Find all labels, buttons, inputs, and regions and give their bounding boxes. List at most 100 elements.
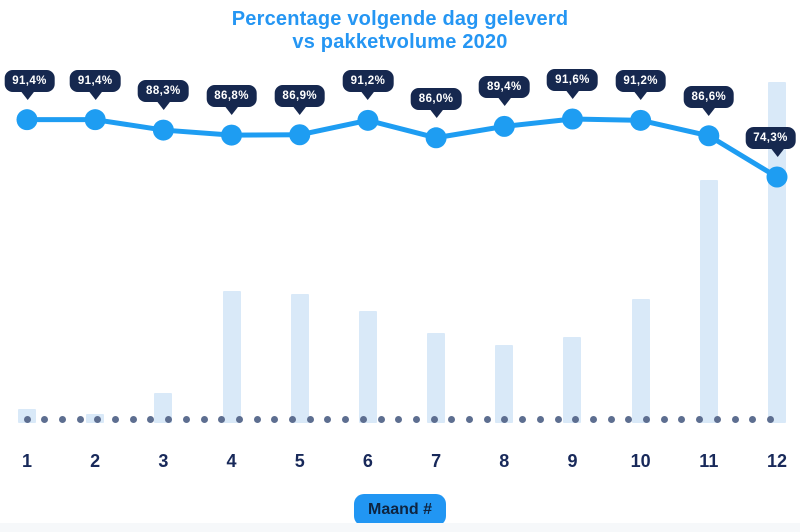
percentage-line <box>24 116 780 180</box>
volume-bar <box>222 291 241 423</box>
x-axis-tick-label: 4 <box>226 451 237 471</box>
volume-bar <box>427 333 446 423</box>
baseline-dot <box>536 415 544 423</box>
baseline-dot <box>41 415 49 423</box>
baseline-dot <box>253 415 261 423</box>
baseline-dot <box>324 415 332 423</box>
baseline-dot <box>589 415 597 423</box>
baseline-dot <box>766 415 774 423</box>
x-axis-title-label: Maand # <box>367 501 433 518</box>
baseline-dot <box>466 415 473 423</box>
data-label-text: 91,4% <box>12 74 47 87</box>
line-point <box>766 166 788 188</box>
baseline-dot <box>182 415 190 423</box>
baseline-dot <box>501 415 509 423</box>
baseline-dot <box>554 415 562 423</box>
data-label-badge: 89,4% <box>478 76 530 107</box>
line-point <box>698 125 720 147</box>
data-label-badge: 86,6% <box>683 85 735 116</box>
baseline-dot <box>342 415 350 423</box>
data-label-badge: 91,4% <box>69 69 121 100</box>
chart-title-line2: vs pakketvolume 2020 <box>292 31 508 53</box>
badge-pointer <box>633 91 648 101</box>
data-label-badge: 74,3% <box>745 127 796 157</box>
baseline-dot <box>430 415 438 423</box>
line-point <box>357 109 379 131</box>
x-axis-tick-label: 6 <box>362 451 373 471</box>
badge-pointer <box>429 108 444 118</box>
baseline-dot <box>165 415 173 423</box>
baseline-dot <box>112 415 119 423</box>
data-label-text: 91,6% <box>555 74 590 86</box>
volume-bar <box>699 180 718 423</box>
volume-bar <box>563 337 582 423</box>
badge-pointer <box>497 97 512 107</box>
baseline-dot <box>359 415 367 423</box>
line-point <box>84 109 106 131</box>
baseline-dot <box>58 415 66 423</box>
baseline-dot <box>749 415 757 423</box>
baseline-dot <box>23 415 31 423</box>
badge-pointer <box>88 90 103 100</box>
baseline-dot <box>448 415 456 423</box>
baseline-dot <box>643 415 650 423</box>
data-label-text: 86,9% <box>282 89 318 102</box>
data-label-badge: 91,4% <box>4 69 55 100</box>
baseline-dot <box>218 415 226 423</box>
x-axis-tick-label: 7 <box>431 451 442 471</box>
data-label-text: 86,0% <box>418 92 454 105</box>
baseline-dot <box>94 415 102 423</box>
x-axis-tick-label: 8 <box>499 451 510 471</box>
baseline-dot <box>678 415 686 423</box>
data-label-badge: 91,2% <box>342 70 394 101</box>
badge-pointer <box>156 101 171 111</box>
line-point <box>289 124 311 146</box>
data-label-text: 74,3% <box>753 132 788 144</box>
data-label-text: 89,4% <box>486 81 522 94</box>
baseline-dot <box>519 415 527 423</box>
volume-bar <box>290 294 309 423</box>
volume-bar <box>631 299 650 423</box>
line-point <box>221 124 243 146</box>
data-label-badge: 86,8% <box>206 85 257 116</box>
line-point <box>425 127 447 149</box>
baseline-dot <box>483 415 491 423</box>
badge-pointer <box>702 106 717 116</box>
volume-bar <box>768 82 786 423</box>
x-axis-title-badge: Maand # <box>353 494 447 526</box>
data-label-text: 86,6% <box>691 90 727 103</box>
data-label-badge: 86,0% <box>410 87 462 118</box>
x-axis-tick-label: 9 <box>567 451 578 471</box>
baseline-dot <box>660 415 668 423</box>
data-label-badge: 91,6% <box>547 69 598 99</box>
data-label-text: 91,2% <box>623 75 658 88</box>
badge-pointer <box>20 90 35 100</box>
line-point <box>561 108 583 130</box>
baseline-dot <box>731 415 739 423</box>
data-label-text: 88,3% <box>146 85 181 98</box>
data-label-text: 91,2% <box>350 75 386 88</box>
data-label-badge: 88,3% <box>138 80 189 111</box>
baseline-dot <box>129 415 137 423</box>
baseline-dot <box>147 415 155 423</box>
x-axis-tick-label: 10 <box>630 451 651 471</box>
baseline-dot <box>76 415 84 423</box>
line-point <box>152 119 174 141</box>
baseline-dot <box>395 415 403 423</box>
volume-bar <box>358 311 377 423</box>
data-label-badge: 86,9% <box>274 84 326 115</box>
badge-pointer <box>224 106 239 116</box>
x-axis-tick-label: 1 <box>21 451 33 471</box>
baseline-dot <box>607 415 615 423</box>
line-point <box>493 115 515 137</box>
baseline-dot <box>289 415 296 423</box>
baseline-dot <box>572 415 580 423</box>
chart-title: Percentage volgende dag geleverd vs pakk… <box>0 8 800 54</box>
badge-pointer <box>770 148 785 157</box>
data-label-text: 91,4% <box>77 74 113 87</box>
x-axis-tick-label: 3 <box>158 451 169 471</box>
